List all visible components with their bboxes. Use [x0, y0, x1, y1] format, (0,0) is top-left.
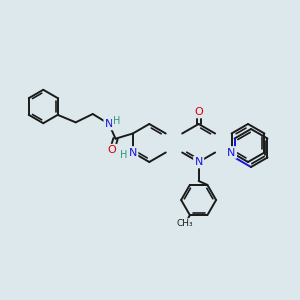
Text: N: N — [194, 157, 203, 167]
Text: O: O — [194, 107, 203, 117]
Text: O: O — [108, 145, 116, 155]
Text: N: N — [105, 119, 113, 129]
Text: H: H — [120, 149, 127, 160]
Text: H: H — [113, 116, 121, 126]
Text: N: N — [227, 148, 236, 158]
Text: N: N — [129, 148, 137, 158]
Text: CH₃: CH₃ — [177, 219, 193, 228]
